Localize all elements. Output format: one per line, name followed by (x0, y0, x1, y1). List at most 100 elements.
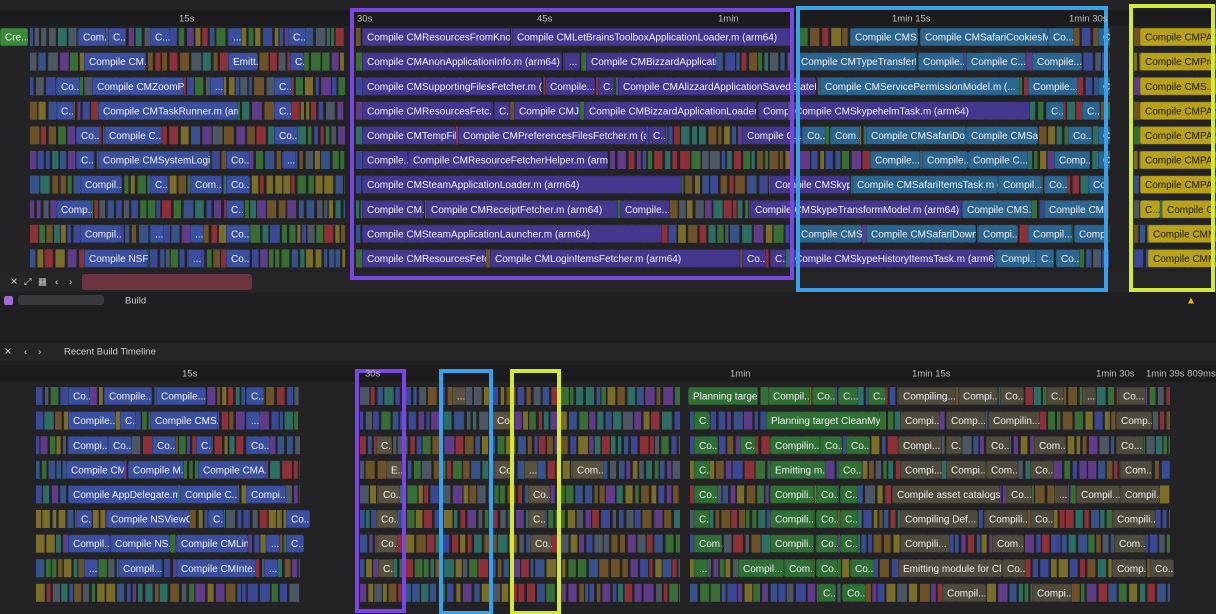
build-task: C... (770, 249, 786, 268)
build-task: C... (226, 200, 244, 219)
filler-block (178, 436, 186, 455)
filler-block (69, 52, 78, 71)
build-task: Co... (226, 175, 250, 194)
task-label: C... (383, 564, 399, 575)
filler-block (276, 510, 282, 528)
filler-block (1009, 583, 1017, 602)
warning-icon[interactable]: ▲ (1186, 296, 1196, 307)
filler-block (639, 460, 644, 479)
task-bar (246, 485, 286, 504)
filler-block (418, 485, 423, 504)
task-bar (288, 28, 306, 46)
filler-block (759, 175, 768, 194)
filler-block (84, 77, 94, 96)
filler-block (229, 411, 234, 430)
task-bar (290, 52, 304, 71)
task-bar (274, 101, 292, 120)
filler-block (1104, 411, 1110, 430)
filler-block (143, 436, 153, 455)
breadcrumb-build[interactable]: Build (125, 296, 146, 307)
filler-block (785, 151, 790, 169)
filler-block (731, 126, 737, 145)
build-task: Co... (1006, 485, 1032, 504)
filler-block (1134, 175, 1139, 194)
filler-block (585, 485, 593, 504)
grid-icon[interactable]: ▦ (38, 277, 47, 288)
filler-block (226, 510, 235, 528)
filler-block (393, 436, 397, 455)
filler-block (842, 28, 848, 46)
build-task: Compile CMResourcesFromKnow... (362, 28, 510, 46)
filler-block (765, 485, 769, 504)
build-task: Compili... (770, 485, 814, 504)
filler-block (678, 436, 680, 455)
task-bar (996, 249, 1036, 268)
filler-block (749, 52, 758, 71)
ruler-label: 15s (182, 369, 198, 380)
task-bar (1030, 510, 1054, 528)
highlight-box (1129, 4, 1215, 292)
filler-block (67, 510, 74, 528)
filler-block (1050, 559, 1057, 578)
build-task: Comp... (946, 411, 986, 430)
filler-block (721, 151, 726, 169)
task-bar (1074, 224, 1106, 243)
filler-block (202, 28, 208, 46)
task-bar (900, 510, 978, 528)
filler-block (471, 460, 481, 479)
task-bar (870, 151, 920, 169)
task-label: Co... (381, 539, 402, 550)
filler-block (557, 583, 566, 602)
filler-block (547, 436, 553, 455)
task-label: Compile CMSkypeTransformModel.m (arm64) (755, 205, 959, 216)
build-task: C... (1082, 101, 1100, 120)
filler-block (1114, 460, 1118, 479)
filler-block (45, 559, 51, 578)
filler-block (514, 411, 522, 430)
forward-icon[interactable]: › (69, 277, 72, 288)
filler-block (542, 387, 550, 405)
filler-block (1070, 485, 1076, 504)
active-tab[interactable] (82, 274, 252, 290)
filler-block (770, 583, 778, 602)
filler-block (284, 411, 293, 430)
filler-block (30, 77, 34, 96)
filler-block (311, 101, 317, 120)
task-bar (66, 460, 124, 479)
back-icon[interactable]: ‹ (24, 347, 27, 358)
filler-block (30, 249, 36, 268)
close-icon[interactable]: ✕ (4, 347, 12, 358)
filler-block (58, 126, 66, 145)
filler-block (269, 52, 277, 71)
close-icon[interactable]: ✕ (10, 277, 18, 288)
task-bar (840, 510, 858, 528)
filler-block (1085, 77, 1093, 96)
build-task: Compile... (545, 77, 595, 96)
expand-icon[interactable]: ⤢ (24, 277, 32, 288)
filler-block (1140, 583, 1146, 602)
build-task: Compil... (80, 175, 122, 194)
task-label: C... (843, 392, 859, 403)
task-bar (740, 436, 756, 455)
filler-block (447, 387, 456, 405)
task-label: Compile C... (973, 156, 1028, 167)
build-task: Compile CMSa... (966, 126, 1038, 145)
filler-block (51, 559, 57, 578)
project-name[interactable] (18, 295, 104, 305)
build-task: Co... (1150, 559, 1174, 578)
filler-block (635, 485, 639, 504)
build-task: Co... (274, 126, 298, 145)
filler-block (1094, 411, 1103, 430)
filler-block (453, 510, 458, 528)
task-label: Co... (747, 254, 768, 265)
forward-icon[interactable]: › (38, 347, 41, 358)
build-task: Compile CMLetBrainsToolboxApplicationLoa… (512, 28, 792, 46)
build-task: Compile C... (104, 126, 162, 145)
filler-block (291, 175, 295, 194)
filler-block (52, 175, 59, 194)
back-icon[interactable]: ‹ (55, 277, 58, 288)
filler-block (1065, 510, 1074, 528)
filler-block (221, 151, 229, 169)
filler-block (760, 387, 769, 405)
task-label: Compile CM... (89, 57, 152, 68)
